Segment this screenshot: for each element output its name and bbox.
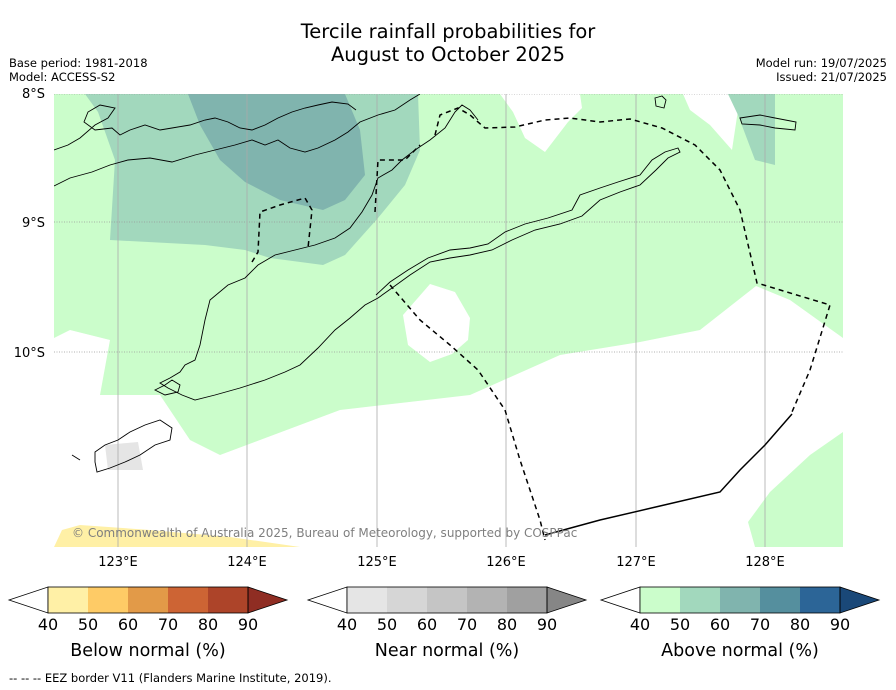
above-normal-60-70-region (188, 94, 365, 210)
colorbar-tick-label: 60 (118, 615, 138, 634)
lat-label-9s: 9°S (22, 216, 45, 231)
colorbar-tick-label: 60 (710, 615, 730, 634)
colorbar-segment (347, 587, 387, 613)
colorbar-title: Above normal (%) (661, 641, 819, 661)
below-normal-region (54, 525, 300, 547)
title-line-2: August to October 2025 (330, 43, 566, 66)
colorbar-title: Below normal (%) (70, 641, 225, 661)
colorbar-tick-label: 50 (78, 615, 98, 634)
wetar-island (739, 114, 797, 131)
eez-border-central (374, 144, 421, 213)
colorbar-tick-label: 70 (158, 615, 178, 634)
colorbar-near-normal: 40 50 60 70 80 90 Near normal (%) (306, 586, 588, 661)
flores-north-coastline (54, 101, 357, 151)
timor-coastline (159, 104, 681, 401)
colorbar-below-normal: 40 50 60 70 80 90 Below normal (%) (7, 586, 289, 661)
above-normal-50-60-region-east (728, 94, 775, 165)
colorbar-outline (639, 586, 841, 614)
copyright-notice: © Commonwealth of Australia 2025, Bureau… (72, 526, 577, 540)
lon-label-126e: 126°E (486, 555, 526, 570)
colorbar-segment (168, 587, 208, 613)
colorbar-tick-label: 40 (337, 615, 357, 634)
map-title: Tercile rainfall probabilities for Augus… (0, 20, 896, 66)
graticule (54, 94, 843, 353)
eez-border-south (389, 284, 546, 541)
run-info: Model run: 19/07/2025 Issued: 21/07/2025 (756, 56, 887, 84)
lon-label-127e: 127°E (616, 555, 656, 570)
lat-label-8s: 8°S (22, 87, 45, 102)
colorbar-above-normal: 40 50 60 70 80 90 Above normal (%) (599, 586, 881, 661)
colorbar-tick-label: 90 (238, 615, 258, 634)
model-name: Model: ACCESS-S2 (9, 70, 116, 84)
eez-border-solid (544, 413, 793, 536)
colorbar-segment (760, 587, 800, 613)
coastlines (54, 94, 797, 473)
colorbar-tick-label: 90 (830, 615, 850, 634)
map-area: © Commonwealth of Australia 2025, Bureau… (54, 94, 843, 547)
issued-date: Issued: 21/07/2025 (776, 70, 887, 84)
no-signal-hole-north (500, 94, 582, 152)
near-normal-region (105, 442, 143, 470)
colorbar-segment (507, 587, 547, 613)
colorbar-min-arrow (7, 586, 49, 614)
model-info: Base period: 1981-2018 Model: ACCESS-S2 (9, 56, 148, 84)
colorbar-tick-label: 60 (417, 615, 437, 634)
lat-label-10s: 10°S (14, 346, 45, 361)
colorbar-segment (467, 587, 507, 613)
colorbar-tick-label: 90 (537, 615, 557, 634)
colorbar-segment (680, 587, 720, 613)
colorbar-min-arrow (306, 586, 348, 614)
above-normal-40-50-region-southeast (748, 432, 843, 547)
lon-label-124e: 124°E (227, 555, 267, 570)
colorbar-tick-label: 80 (497, 615, 517, 634)
colorbar-title: Near normal (%) (375, 641, 520, 661)
colorbar-segment (88, 587, 128, 613)
colorbar-outline (346, 586, 548, 614)
rote-island (71, 419, 173, 473)
sawu-island (153, 379, 181, 396)
lon-label-125e: 125°E (357, 555, 397, 570)
eez-borders (251, 107, 831, 541)
colorbar-segment (387, 587, 427, 613)
colorbar-tick-label: 70 (457, 615, 477, 634)
colorbar-outline (47, 586, 249, 614)
title-line-1: Tercile rainfall probabilities for (300, 20, 596, 43)
colorbar-segment (128, 587, 168, 613)
lon-label-123e: 123°E (98, 555, 138, 570)
colorbar-segment (48, 587, 88, 613)
no-signal-hole-centre (403, 284, 470, 362)
colorbar-tick-label: 70 (750, 615, 770, 634)
colorbar-segment (800, 587, 840, 613)
lon-label-128e: 128°E (745, 555, 785, 570)
colorbar-tick-label: 50 (377, 615, 397, 634)
colorbar-segment (640, 587, 680, 613)
colorbar-tick-label: 80 (790, 615, 810, 634)
colorbar-tick-label: 80 (198, 615, 218, 634)
colorbar-segment (720, 587, 760, 613)
base-period: Base period: 1981-2018 (9, 56, 148, 70)
colorbar-tick-label: 40 (38, 615, 58, 634)
colorbar-segment (427, 587, 467, 613)
model-run-date: Model run: 19/07/2025 (755, 56, 887, 70)
alor-island (654, 95, 667, 109)
colorbar-min-arrow (599, 586, 641, 614)
colorbar-segment (208, 587, 248, 613)
meridians (117, 94, 766, 547)
colorbar-max-arrow (247, 586, 289, 614)
eez-border-west (251, 197, 313, 263)
colorbar-tick-label: 50 (670, 615, 690, 634)
no-signal-hole-northeast (683, 94, 738, 150)
colorbar-tick-label: 40 (630, 615, 650, 634)
flores-coastline (54, 94, 421, 187)
colorbar-max-arrow (546, 586, 588, 614)
eez-footnote: -- -- -- EEZ border V11 (Flanders Marine… (9, 671, 332, 685)
colorbar-max-arrow (839, 586, 881, 614)
